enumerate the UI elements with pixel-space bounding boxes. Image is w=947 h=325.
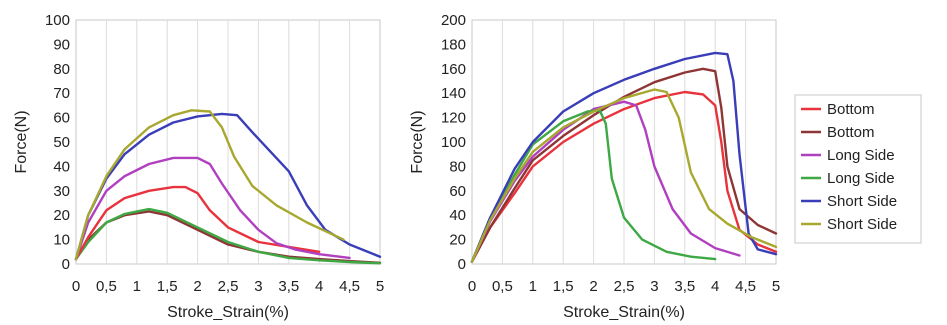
y-tick-label: 40 xyxy=(449,207,466,224)
x-axis-title: Stroke_Strain(%) xyxy=(563,304,685,321)
y-tick-label: 10 xyxy=(53,232,70,249)
series-line-short-side-5 xyxy=(470,88,778,263)
y-tick-label: 20 xyxy=(53,207,70,224)
x-tick-label: 0 xyxy=(72,278,80,295)
y-tick-label: 20 xyxy=(449,232,466,249)
y-tick-label: 60 xyxy=(53,110,70,127)
y-tick-label: 50 xyxy=(53,134,70,151)
series-line-long-side-3 xyxy=(470,109,717,263)
legend-entry: Long Side xyxy=(827,170,895,187)
x-tick-label: 2 xyxy=(193,278,201,295)
legend-entry: Short Side xyxy=(827,216,897,233)
legend-entry: Bottom xyxy=(827,101,875,118)
x-tick-label: 1 xyxy=(133,278,141,295)
x-tick-label: 3,5 xyxy=(674,278,695,295)
series-line-unnamed-2 xyxy=(74,185,321,261)
y-tick-label: 160 xyxy=(441,61,466,78)
legend-entry: Long Side xyxy=(827,147,895,164)
series-line-bottom-1 xyxy=(470,67,778,263)
y-tick-label: 80 xyxy=(449,158,466,175)
left-chart: 0 0,5 1 1,5 2 2,5 3 3,5 4 4,5 50102030405060708090… xyxy=(13,12,384,321)
y-axis-title: Force(N) xyxy=(13,110,30,173)
x-tick-label: 1,5 xyxy=(553,278,574,295)
y-tick-label: 60 xyxy=(449,183,466,200)
x-tick-label: 4 xyxy=(711,278,719,295)
y-tick-label: 140 xyxy=(441,85,466,102)
series-line-long-side-2 xyxy=(470,100,741,263)
y-tick-label: 90 xyxy=(53,36,70,53)
x-tick-label: 5 xyxy=(376,278,384,295)
x-tick-label: 0,5 xyxy=(96,278,117,295)
series-line-unnamed-1 xyxy=(74,207,382,265)
y-axis-title: Force(N) xyxy=(409,110,426,173)
x-tick-label: 3,5 xyxy=(278,278,299,295)
y-tick-label: 80 xyxy=(53,61,70,78)
x-tick-label: 1 xyxy=(529,278,537,295)
y-tick-label: 70 xyxy=(53,85,70,102)
legend-entry: Short Side xyxy=(827,193,897,210)
x-tick-label: 0,5 xyxy=(492,278,513,295)
y-tick-label: 0 xyxy=(458,256,466,273)
x-tick-label: 2 xyxy=(589,278,597,295)
x-tick-label: 3 xyxy=(650,278,658,295)
x-tick-label: 0 xyxy=(468,278,476,295)
legend-box xyxy=(794,94,922,244)
y-tick-label: 120 xyxy=(441,110,466,127)
legend: Bottom Bottom Long Side Long Side Short Side… xyxy=(794,94,922,244)
x-tick-label: 4,5 xyxy=(339,278,360,295)
x-tick-label: 2,5 xyxy=(218,278,239,295)
x-tick-label: 2,5 xyxy=(614,278,635,295)
series-line-unnamed-4 xyxy=(74,112,382,261)
series-line-bottom-0 xyxy=(470,90,778,263)
series-line-unnamed-5 xyxy=(74,109,345,261)
y-tick-label: 180 xyxy=(441,36,466,53)
series-line-short-side-4 xyxy=(470,51,778,263)
right-chart: 0 0,5 1 1,5 2 2,5 3 3,5 4 4,5 5 0 20 40 60 80 100 120 140 1… xyxy=(409,12,780,321)
y-tick-label: 100 xyxy=(441,134,466,151)
y-tick-label: 0 xyxy=(62,256,70,273)
x-axis-title: Stroke_Strain(%) xyxy=(167,304,289,321)
x-tick-label: 3 xyxy=(254,278,262,295)
y-tick-label: 200 xyxy=(441,12,466,29)
series-line-unnamed-3 xyxy=(74,156,351,261)
x-tick-label: 5 xyxy=(772,278,780,295)
x-tick-label: 4,5 xyxy=(735,278,756,295)
x-tick-label: 1,5 xyxy=(157,278,178,295)
x-tick-label: 4 xyxy=(315,278,323,295)
legend-entry: Bottom xyxy=(827,124,875,141)
y-tick-label: 100 xyxy=(45,12,70,29)
y-tick-label: 30 xyxy=(53,183,70,200)
y-tick-label: 40 xyxy=(53,158,70,175)
